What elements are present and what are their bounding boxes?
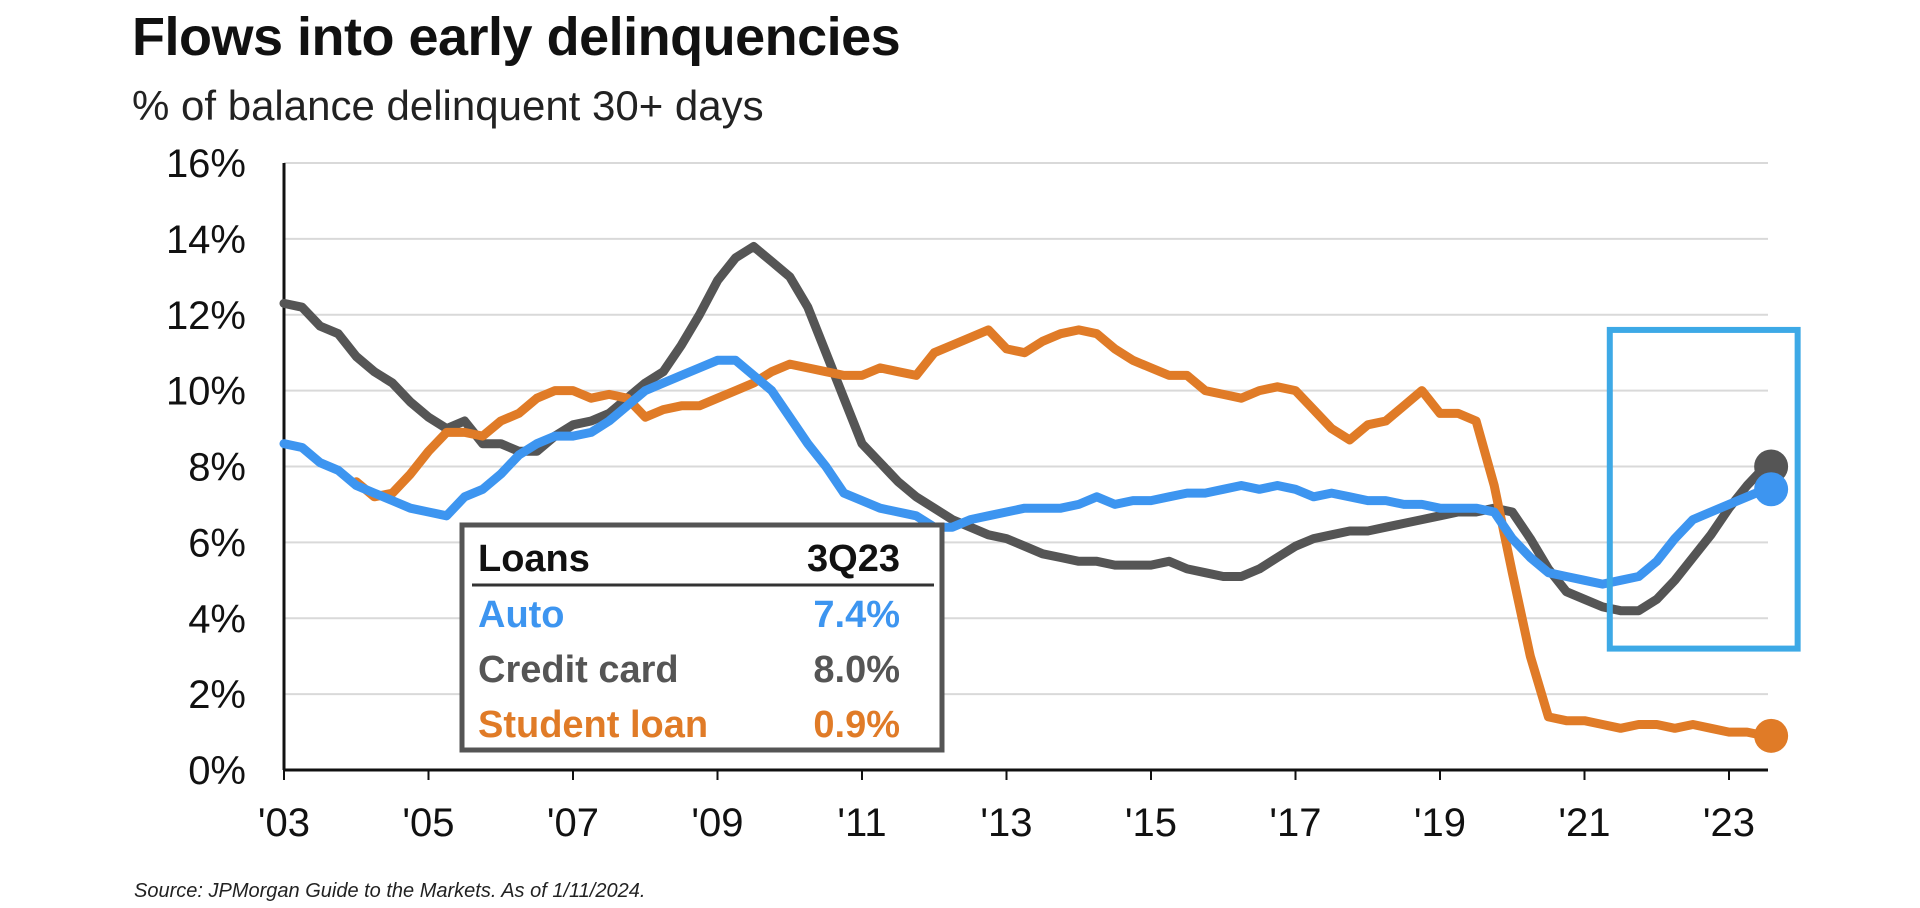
x-tick-label: '21: [1558, 801, 1610, 845]
y-tick-label: 14%: [166, 218, 246, 262]
source-note: Source: JPMorgan Guide to the Markets. A…: [134, 880, 646, 902]
x-tick-label: '05: [402, 801, 454, 845]
legend-table-frame: [459, 522, 945, 753]
y-tick-label: 8%: [188, 446, 246, 490]
x-tick-label: '17: [1269, 801, 1321, 845]
legend-row-label: Credit card: [478, 649, 679, 691]
y-tick-label: 12%: [166, 294, 246, 338]
series-line-student-loan: [351, 325, 1770, 741]
chart-subtitle: % of balance delinquent 30+ days: [132, 82, 764, 129]
x-tick-label: '15: [1125, 801, 1177, 845]
end-marker-auto: [1754, 472, 1789, 507]
series-lines: [279, 242, 1789, 753]
axes: 0% 2% 4% 6% 8% 10% 12% 14% 16% '03 '05 '07 '09 '11 '13…: [166, 142, 1768, 845]
legend-row-label: Auto: [478, 594, 565, 636]
legend-row-value: 8.0%: [813, 649, 900, 691]
y-tick-label: 6%: [188, 521, 246, 565]
y-tick-label: 10%: [166, 370, 246, 414]
x-tick-label: '07: [547, 801, 599, 845]
x-tick-label: '09: [691, 801, 743, 845]
x-tick-label: '03: [258, 801, 310, 845]
y-tick-label: 16%: [166, 142, 246, 186]
y-tick-label: 0%: [188, 749, 246, 793]
end-marker-student-loan: [1754, 718, 1789, 753]
highlight-rectangle: [1606, 326, 1801, 652]
legend-row-value: 0.9%: [813, 704, 900, 746]
y-tick-label: 4%: [188, 597, 246, 641]
x-tick-label: '11: [837, 801, 886, 845]
legend-row-value: 7.4%: [813, 594, 900, 636]
legend-table: Loans 3Q23 Auto 7.4% Credit card 8.0% Student …: [459, 522, 945, 753]
legend-header-label: Loans: [478, 538, 590, 580]
legend-header-value: 3Q23: [807, 538, 900, 580]
legend-row-label: Student loan: [478, 704, 708, 746]
series-line-auto: [279, 355, 1770, 589]
chart-title: Flows into early delinquencies: [132, 7, 901, 67]
x-tick-label: '23: [1703, 801, 1755, 845]
y-tick-label: 2%: [188, 673, 246, 717]
x-tick-label: '13: [980, 801, 1032, 845]
highlight-box: [1606, 326, 1801, 652]
x-tick-label: '19: [1414, 801, 1466, 845]
